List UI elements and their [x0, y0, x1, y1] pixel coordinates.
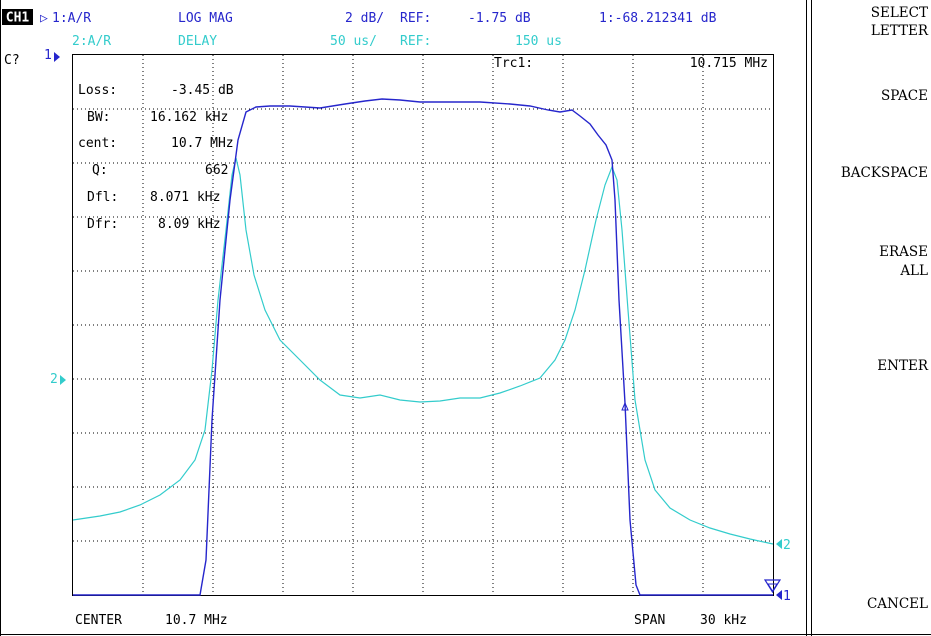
calibration-status: C?	[4, 53, 20, 68]
center-label: CENTER	[75, 613, 122, 628]
trace2-status-line: 2:A/R DELAY 50 us/ REF: 150 us	[72, 34, 562, 49]
softkey-space[interactable]: SPACE	[814, 75, 931, 115]
marker-readout: 1:-68.212341 dB	[599, 11, 717, 26]
center-value[interactable]: 10.7 MHz	[165, 613, 228, 628]
trace1-ref-position-number: 1	[44, 48, 52, 63]
trace2-end-arrow-icon	[776, 539, 782, 549]
stat-value-q: 662	[205, 163, 228, 178]
channel-badge	[2, 9, 33, 25]
stat-value-dfl: 8.071 kHz	[150, 190, 220, 205]
trace2-id[interactable]: 2:A/R	[72, 34, 111, 49]
trace1-ref-label: REF:	[400, 11, 431, 26]
trace1-id[interactable]: 1:A/R	[52, 11, 91, 26]
softkey-space-label: SPACE	[881, 88, 928, 104]
stat-key-q: Q:	[92, 163, 108, 178]
trace1-end-label: 1	[783, 589, 791, 604]
trace2-ref-arrow-icon	[60, 375, 66, 385]
trace1-scale[interactable]: 2 dB/	[345, 11, 384, 26]
stat-key-loss: Loss:	[78, 83, 117, 98]
stat-value-dfr: 8.09 kHz	[158, 217, 221, 232]
softkey-erase-all-line2: ALL	[899, 263, 928, 279]
trace1-status-line: ▷ 1:A/R LOG MAG 2 dB/ REF: -1.75 dB 1:-6…	[40, 11, 717, 26]
softkey-backspace-label: BACKSPACE	[841, 165, 928, 181]
trace2-ref-label: REF:	[400, 34, 431, 49]
stat-key-dfr: Dfr:	[87, 217, 118, 232]
trace1-logmag-curve	[73, 98, 773, 596]
softkey-cancel[interactable]: CANCEL	[814, 585, 931, 625]
marker1-inner-triangle-icon	[767, 583, 778, 592]
stat-value-cent: 10.7 MHz	[171, 136, 234, 151]
stat-value-loss: -3.45 dB	[171, 83, 234, 98]
span-label: SPAN	[634, 613, 665, 628]
graticule	[73, 55, 773, 595]
trace2-ref-position-number: 2	[50, 372, 58, 387]
softkey-select-letter-line2: LETTER	[871, 23, 929, 39]
softkey-select-letter-line1: SELECT	[871, 5, 928, 21]
trace1-format[interactable]: LOG MAG	[178, 11, 233, 26]
trace2-end-label: 2	[783, 538, 791, 553]
filter-statistics: Loss: -3.45 dB BW: 16.162 kHz cent: 10.7…	[78, 83, 234, 232]
trace2-delay-curve	[72, 157, 774, 545]
span-value[interactable]: 30 kHz	[700, 613, 747, 628]
trace2-ref-value[interactable]: 150 us	[515, 34, 562, 49]
softkey-select-letter[interactable]: SELECT LETTER	[814, 0, 931, 50]
trace1-active-marker-icon: ▷	[40, 11, 48, 26]
softkey-backspace[interactable]: BACKSPACE	[814, 152, 931, 192]
trace2-format[interactable]: DELAY	[178, 34, 217, 49]
trace1-marker-icon	[621, 401, 629, 411]
stat-key-cent: cent:	[78, 136, 117, 151]
marker-frequency: 10.715 MHz	[690, 56, 768, 71]
trace2-scale[interactable]: 50 us/	[330, 34, 377, 49]
softkey-cancel-label: CANCEL	[867, 596, 928, 612]
trace1-end-arrow-icon	[776, 590, 782, 600]
marker-trace-label: Trc1:	[494, 56, 533, 71]
softkey-erase-all[interactable]: ERASE ALL	[814, 235, 931, 290]
softkey-erase-all-line1: ERASE	[879, 244, 928, 260]
stat-key-dfl: Dfl:	[87, 190, 118, 205]
channel-label: CH1	[6, 11, 30, 26]
stat-value-bw: 16.162 kHz	[150, 110, 228, 125]
trace1-ref-value[interactable]: -1.75 dB	[468, 11, 531, 26]
softkey-enter[interactable]: ENTER	[814, 345, 931, 385]
stat-key-bw: BW:	[87, 110, 110, 125]
softkey-enter-label: ENTER	[877, 358, 929, 374]
softkey-panel: SELECT LETTER SPACE BACKSPACE ERASE ALL …	[814, 0, 931, 625]
trace1-ref-arrow-icon	[54, 52, 60, 62]
